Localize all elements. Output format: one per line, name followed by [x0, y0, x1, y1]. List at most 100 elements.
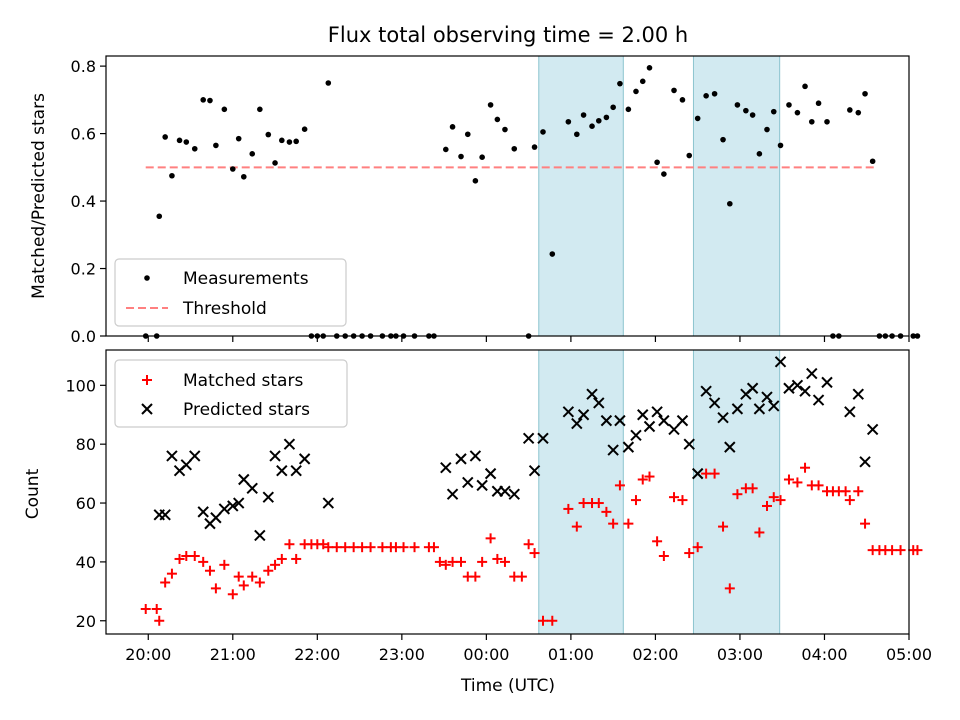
- ratio-legend: Measurements Threshold: [114, 258, 347, 327]
- measurement-point: [183, 139, 190, 145]
- ratio-x-ticks: [147, 336, 910, 342]
- measurement-point: [249, 151, 256, 157]
- matched-stars-point: [768, 492, 779, 503]
- y-tick-label: 0.4: [71, 192, 96, 211]
- matched-stars-point: [470, 571, 481, 582]
- predicted-stars-point: [484, 467, 497, 480]
- matched-stars-point: [516, 571, 527, 582]
- matched-stars-point: [323, 542, 334, 553]
- measurement-point: [777, 142, 784, 149]
- measurement-point: [671, 87, 677, 94]
- ratio-y-axis-label: Matched/Predicted stars: [29, 93, 49, 299]
- matched-stars-point: [151, 603, 162, 614]
- matched-stars-point: [658, 551, 669, 562]
- measurement-point: [694, 115, 701, 122]
- measurement-point: [727, 200, 733, 207]
- matched-stars-point: [477, 556, 488, 567]
- matched-stars-point: [718, 521, 729, 532]
- x-tick-label: 05:00: [886, 645, 932, 664]
- y-tick-label: 0.8: [71, 57, 96, 76]
- matched-stars-point: [630, 495, 641, 506]
- predicted-stars-point: [791, 379, 804, 392]
- measurement-point: [191, 145, 198, 152]
- measurement-point: [235, 135, 242, 142]
- chart-title: Flux total observing time = 2.00 h: [328, 23, 688, 47]
- predicted-stars-point: [774, 356, 787, 368]
- predicted-stars-point: [440, 462, 452, 474]
- measurement-point: [301, 126, 308, 133]
- x-tick-label: 02:00: [632, 645, 678, 664]
- measurement-point: [847, 107, 853, 113]
- ratio-y-ticks: 0.0 0.2 0.4 0.6 0.8: [71, 57, 106, 346]
- measurement-point: [756, 151, 763, 157]
- predicted-stars-point: [246, 482, 258, 495]
- predicted-stars-point: [724, 441, 736, 453]
- matched-stars-point: [754, 527, 765, 538]
- matched-stars-point: [348, 542, 359, 553]
- x-tick-label: 22:00: [294, 645, 340, 664]
- matched-stars-point: [724, 583, 735, 594]
- matched-stars-point: [601, 506, 612, 517]
- measurement-point: [449, 124, 456, 130]
- matched-stars-point: [652, 536, 663, 547]
- predicted-stars-point: [476, 479, 488, 492]
- matched-stars-point: [608, 518, 619, 529]
- predicted-stars-point: [276, 464, 288, 477]
- measurement-point: [617, 80, 623, 87]
- measurement-point: [531, 144, 538, 150]
- matched-stars-point: [783, 474, 794, 485]
- matched-stars-point: [377, 542, 388, 553]
- measurement-point: [910, 333, 917, 339]
- matched-stars-point: [747, 483, 758, 494]
- matched-stars-point: [860, 518, 871, 529]
- measurement-point: [213, 142, 219, 149]
- matched-stars-point: [800, 462, 811, 473]
- shaded-interval: [538, 349, 624, 635]
- measurement-point: [625, 106, 632, 113]
- count-legend: Matched stars Predicted stars: [114, 359, 348, 428]
- matched-stars-point: [563, 503, 574, 514]
- predicted-stars-point: [717, 411, 729, 424]
- y-tick-label: 100: [65, 376, 96, 395]
- x-tick-label: 21:00: [210, 645, 256, 664]
- matched-stars-point: [775, 495, 786, 506]
- measurement-point: [272, 160, 278, 166]
- predicted-stars-point: [283, 438, 296, 450]
- matched-stars-point: [154, 615, 165, 626]
- legend-marker-measurements: [144, 275, 150, 281]
- matched-stars-point: [761, 500, 772, 511]
- predicted-stars-point: [508, 488, 520, 500]
- predicted-stars-point: [290, 464, 302, 477]
- measurement-point: [603, 114, 610, 121]
- predicted-stars-point: [683, 438, 695, 450]
- matched-stars-point: [912, 545, 923, 556]
- measurement-point: [176, 137, 183, 144]
- y-tick-label: 40: [76, 553, 96, 572]
- measurement-point: [479, 154, 485, 161]
- predicted-stars-point: [658, 414, 670, 427]
- measurement-point: [711, 90, 718, 97]
- matched-stars-point: [160, 577, 171, 588]
- count-y-axis-label: Count: [23, 468, 43, 519]
- predicted-stars-point: [232, 497, 245, 509]
- matched-stars-point: [499, 556, 510, 567]
- predicted-stars-point: [676, 414, 689, 427]
- predicted-stars-point: [218, 503, 231, 515]
- predicted-stars-point: [614, 414, 626, 427]
- matched-stars-point: [189, 551, 200, 562]
- measurement-point: [257, 106, 263, 113]
- predicted-stars-point: [269, 450, 281, 462]
- x-tick-label: 04:00: [801, 645, 847, 664]
- predicted-stars-point: [322, 497, 335, 509]
- predicted-stars-point: [700, 385, 712, 397]
- matched-stars-point: [840, 486, 851, 497]
- y-tick-label: 0.0: [71, 327, 96, 346]
- predicted-stars-point: [651, 406, 663, 418]
- x-tick-label: 03:00: [717, 645, 763, 664]
- measurement-point: [654, 159, 660, 166]
- matched-stars-point: [219, 559, 230, 570]
- predicted-stars-point: [159, 509, 171, 521]
- x-tick-label: 00:00: [463, 645, 509, 664]
- measurement-point: [824, 118, 830, 125]
- matched-stars-point: [644, 471, 655, 482]
